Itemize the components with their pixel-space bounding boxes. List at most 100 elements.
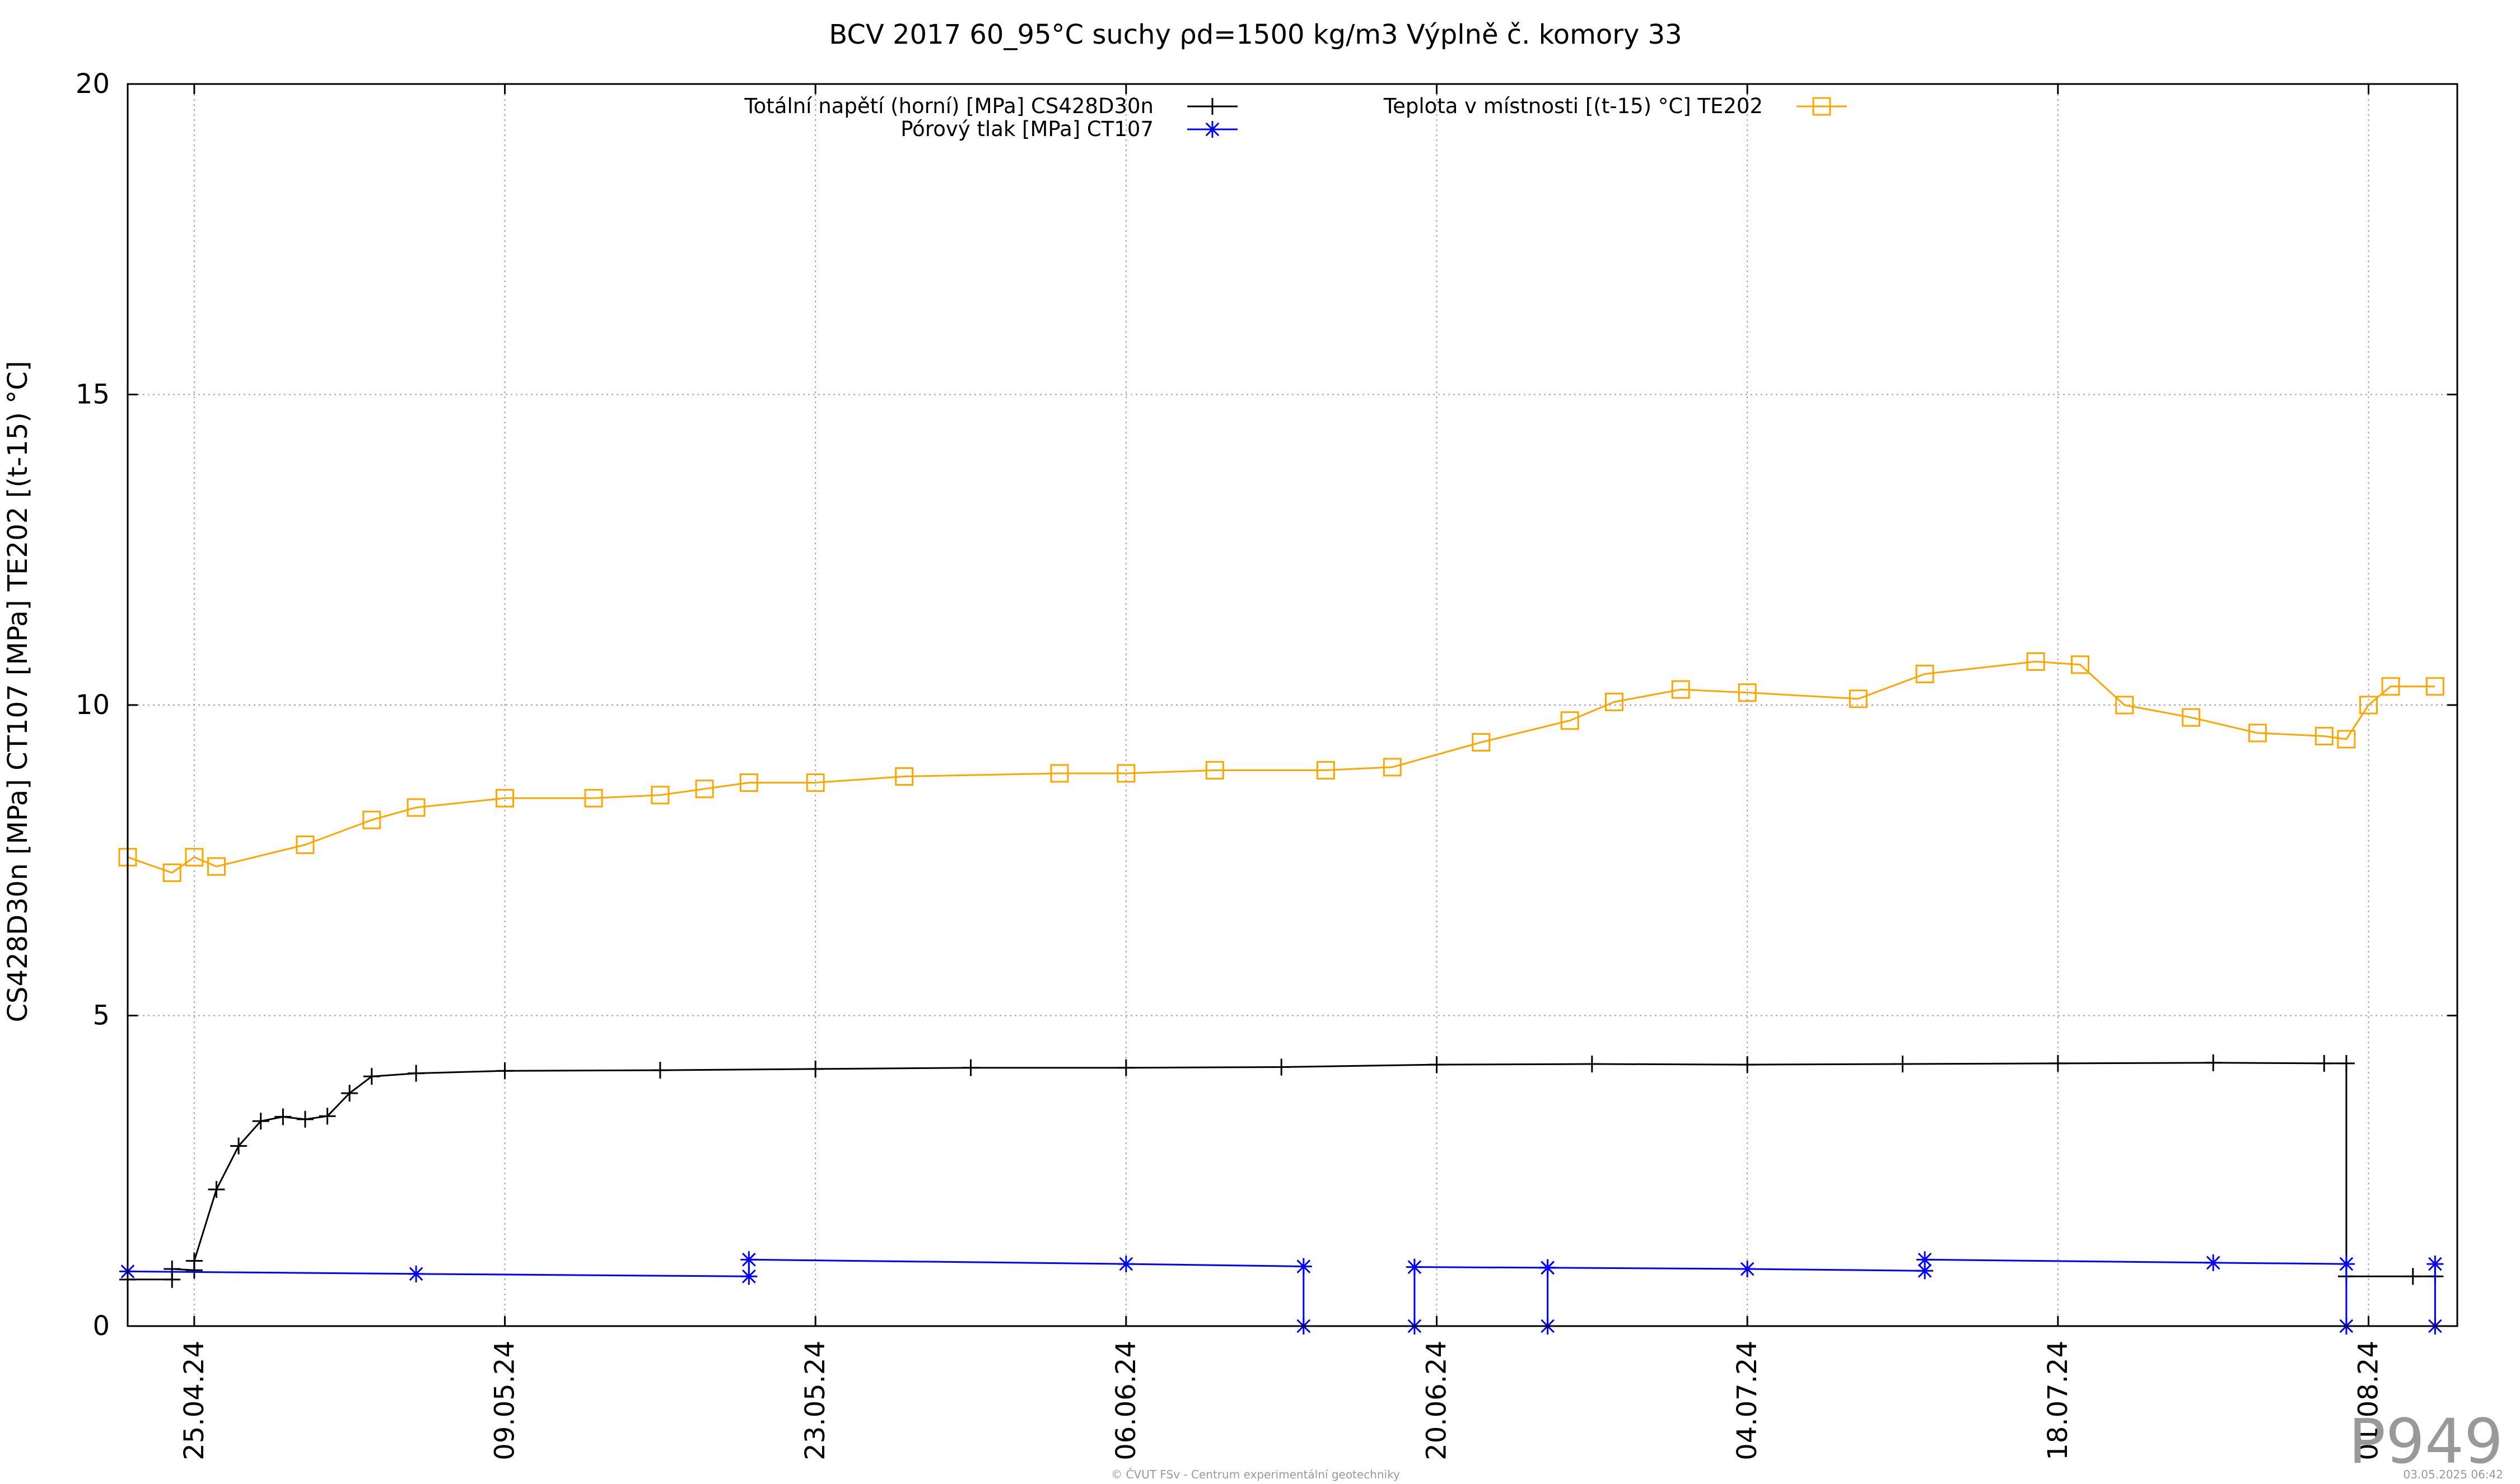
data-point-marker xyxy=(362,810,381,829)
data-point-marker xyxy=(2337,1256,2355,1273)
x-tick-label: 23.05.24 xyxy=(800,1341,831,1460)
data-point-marker xyxy=(2115,696,2134,715)
data-point-marker xyxy=(1204,121,1221,138)
data-point-marker xyxy=(341,1085,358,1102)
data-point-marker xyxy=(1117,1256,1135,1273)
data-point-marker xyxy=(695,780,714,799)
y-tick-label: 20 xyxy=(76,68,110,100)
x-tick-label: 04.07.24 xyxy=(1732,1341,1763,1460)
data-point-marker xyxy=(651,786,670,805)
data-point-marker xyxy=(1560,711,1579,730)
legend-label: Teplota v místnosti [(t-15) °C] TE202 xyxy=(1383,94,1763,118)
data-point-marker xyxy=(1117,1059,1135,1076)
data-point-marker xyxy=(185,1252,203,1270)
legend-label: Pórový tlak [MPa] CT107 xyxy=(900,117,1154,141)
data-point-marker xyxy=(1849,689,1868,708)
chart-title: BCV 2017 60_95°C suchy ρd=1500 kg/m3 Výp… xyxy=(829,19,1682,50)
data-point-marker xyxy=(1204,98,1221,115)
data-point-marker xyxy=(1273,1058,1290,1076)
data-point-marker xyxy=(2248,724,2267,743)
data-point-marker xyxy=(2205,1054,2222,1071)
data-point-marker xyxy=(2359,696,2378,715)
axis-ticks: 0 5 10 15 20 25.04.24 09.05.24 23.05.24 06.06.24… xyxy=(76,68,2457,1460)
data-point-marker xyxy=(408,1065,425,1082)
data-point-marker xyxy=(584,788,603,808)
data-point-marker xyxy=(296,836,315,855)
data-point-marker xyxy=(162,863,181,882)
data-point-marker xyxy=(2026,652,2045,671)
data-point-marker xyxy=(1316,760,1335,780)
data-point-marker xyxy=(207,857,226,876)
legend-entry-3: Teplota v místnosti [(t-15) °C] TE202 xyxy=(1383,94,1847,118)
x-tick-label: 01.08.24 xyxy=(2353,1341,2384,1460)
data-point-marker xyxy=(1915,665,1934,684)
x-tick-label: 20.06.24 xyxy=(1421,1341,1453,1460)
data-point-marker xyxy=(1295,1258,1312,1275)
data-point-marker xyxy=(1117,764,1136,783)
timestamp: 03.05.2025 06:42 xyxy=(2403,1468,2503,1481)
data-point-marker xyxy=(2337,1054,2355,1072)
data-point-marker xyxy=(1671,680,1690,699)
data-point-marker xyxy=(962,1059,979,1076)
data-point-marker xyxy=(1205,760,1224,780)
data-point-marker xyxy=(1406,1258,1423,1276)
data-point-marker xyxy=(208,1181,225,1198)
data-point-marker xyxy=(164,1260,181,1277)
data-point-marker xyxy=(230,1137,248,1155)
data-point-marker xyxy=(319,1108,336,1125)
data-point-marker xyxy=(2182,708,2201,727)
data-point-marker xyxy=(1383,758,1402,777)
grid-lines xyxy=(128,84,2457,1326)
data-point-marker xyxy=(1604,692,1623,711)
legend-label: Totální napětí (horní) [MPa] CS428D30n xyxy=(744,94,1154,118)
data-point-marker xyxy=(806,773,825,792)
series-line xyxy=(127,660,2435,874)
data-point-marker xyxy=(407,798,426,817)
data-point-marker xyxy=(1916,1251,1934,1268)
data-point-marker xyxy=(1472,733,1491,752)
data-point-marker xyxy=(2426,1256,2444,1273)
data-point-marker xyxy=(274,1108,292,1126)
legend-entry-1: Totální napětí (horní) [MPa] CS428D30n xyxy=(744,94,1238,118)
data-point-marker xyxy=(1583,1056,1600,1073)
data-point-marker xyxy=(496,1062,514,1080)
data-point-marker xyxy=(2049,1054,2066,1072)
x-tick-label: 18.07.24 xyxy=(2042,1341,2074,1460)
data-point-marker xyxy=(740,1251,758,1268)
series-line xyxy=(128,1062,2435,1281)
data-point-marker xyxy=(1812,97,1831,116)
data-point-marker xyxy=(2070,655,2089,674)
data-point-marker xyxy=(2337,730,2356,749)
data-point-marker xyxy=(252,1113,269,1130)
legend-entry-2: Pórový tlak [MPa] CT107 xyxy=(900,117,1238,141)
x-tick-label: 06.06.24 xyxy=(1110,1341,1142,1460)
data-point-marker xyxy=(2404,1268,2421,1285)
data-point-marker xyxy=(651,1062,669,1079)
series-1 xyxy=(119,1054,2444,1288)
y-tick-label: 15 xyxy=(76,379,110,410)
copyright-note: © ČVUT FSv - Centrum experimentální geot… xyxy=(1111,1468,1400,1481)
series-3 xyxy=(118,652,2444,882)
data-point-marker xyxy=(1739,1056,1756,1074)
data-point-marker xyxy=(363,1068,380,1085)
data-point-marker xyxy=(1428,1056,1445,1074)
data-point-marker xyxy=(408,1265,425,1282)
data-point-marker xyxy=(807,1060,824,1077)
legend: Totální napětí (horní) [MPa] CS428D30nPó… xyxy=(744,94,1847,141)
data-point-marker xyxy=(1894,1056,1911,1073)
series-2 xyxy=(119,1251,2444,1334)
data-point-marker xyxy=(895,767,914,786)
data-point-marker xyxy=(2314,726,2334,745)
data-point-marker xyxy=(1738,683,1757,702)
data-point-marker xyxy=(2205,1254,2222,1271)
data-point-marker xyxy=(2316,1054,2333,1072)
x-tick-label: 25.04.24 xyxy=(179,1341,210,1460)
data-point-marker xyxy=(2381,677,2400,696)
data-point-marker xyxy=(1739,1260,1756,1277)
data-point-marker xyxy=(1050,764,1069,783)
page-code: P949 xyxy=(2349,1406,2503,1477)
y-tick-label: 10 xyxy=(76,689,110,721)
data-point-marker xyxy=(496,788,515,808)
y-axis-label: CS428D30n [MPa] CT107 [MPa] TE202 [(t-15… xyxy=(2,361,34,1022)
